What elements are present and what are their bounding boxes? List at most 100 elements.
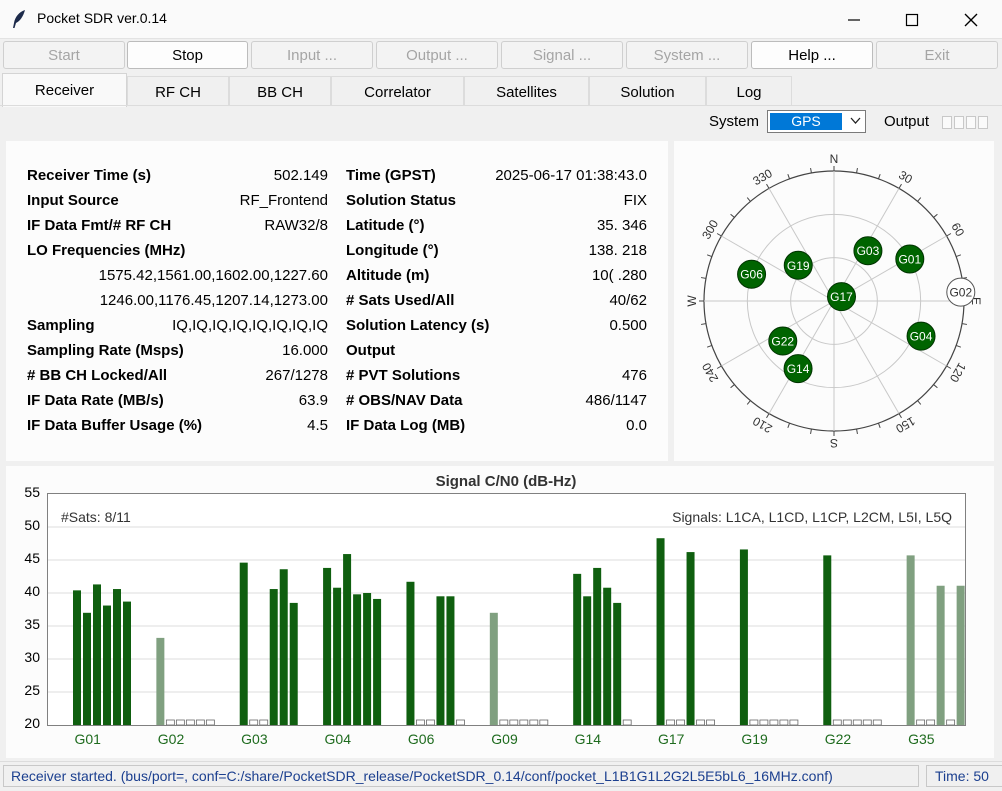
cn0-bar (936, 585, 945, 725)
output-indicator (942, 116, 952, 129)
y-tick-label: 30 (24, 649, 40, 665)
cn0-bar-empty (872, 719, 882, 726)
skyplot-tick (955, 344, 962, 348)
x-tick-label: G19 (741, 731, 768, 747)
skyplot-tick (917, 197, 922, 202)
tab-correlator[interactable]: Correlator (331, 76, 464, 106)
minimize-button[interactable] (826, 0, 882, 38)
cn0-bar (289, 602, 298, 725)
cn0-bar-empty (175, 719, 185, 726)
status-bar: Receiver started. (bus/port=, conf=C:/sh… (0, 761, 1002, 791)
x-tick-label: G09 (491, 731, 518, 747)
y-tick-label: 25 (24, 682, 40, 698)
cn0-bar (113, 589, 121, 725)
x-tick-label: G06 (407, 731, 435, 747)
exit-button[interactable]: Exit (876, 41, 998, 69)
solution-field-value: 138. 218 (588, 242, 647, 259)
cn0-bar-empty (249, 719, 259, 726)
tab-rf-ch[interactable]: RF CH (127, 76, 229, 106)
x-tick-label: G03 (241, 731, 268, 747)
cn0-bar (363, 593, 372, 725)
signal-button[interactable]: Signal ... (501, 41, 623, 69)
cn0-bar (906, 555, 915, 725)
cn0-bar-empty (165, 719, 175, 726)
x-tick-label: G14 (574, 731, 602, 747)
cn0-bar-empty (509, 719, 519, 726)
satellite-marker (768, 326, 798, 356)
y-tick-label: 50 (24, 517, 40, 533)
output-indicator (978, 116, 988, 129)
help-button[interactable]: Help ... (751, 41, 873, 69)
receiver-field-value: 63.9 (298, 392, 328, 409)
skyplot-tick (730, 213, 735, 218)
cn0-bar (353, 594, 362, 725)
cn0-bar (686, 552, 695, 725)
cn0-bar-empty (539, 719, 549, 726)
cn0-bar (323, 567, 332, 725)
tab-bb-ch[interactable]: BB CH (229, 76, 331, 106)
solution-field-label: Time (GPST) (346, 167, 436, 184)
solution-field-label: Output (346, 342, 396, 359)
satellite-label: G14 (787, 362, 810, 376)
close-button[interactable] (943, 0, 999, 38)
satellite-marker (906, 321, 936, 351)
cn0-bar-empty (519, 719, 529, 726)
x-tick-label: G22 (824, 731, 852, 747)
tab-satellites[interactable]: Satellites (464, 76, 589, 106)
cn0-bar (593, 567, 602, 725)
solution-field-label: Latitude (°) (346, 217, 425, 234)
input-button[interactable]: Input ... (251, 41, 373, 69)
tab-receiver[interactable]: Receiver (2, 73, 127, 107)
start-button[interactable]: Start (3, 41, 125, 69)
cn0-bar-empty (259, 719, 269, 726)
tab-log[interactable]: Log (706, 76, 792, 106)
tab-bar: Receiver RF CH BB CH Correlator Satellit… (0, 73, 1002, 107)
satellite-marker (946, 277, 976, 307)
chart-title: Signal C/N0 (dB-Hz) (435, 473, 577, 490)
cn0-bar-empty (749, 719, 759, 726)
cn0-bar-empty (696, 719, 705, 726)
cn0-bar (123, 601, 131, 725)
solution-field-label: Longitude (°) (346, 242, 439, 259)
cn0-bar-empty (946, 719, 956, 726)
stop-button[interactable]: Stop (127, 41, 248, 69)
direction-label: W (685, 295, 699, 307)
system-select[interactable]: GPS (767, 110, 866, 133)
receiver-info-panel: Receiver Time (s) 502.149 Input Source RF_F… (6, 141, 668, 461)
skyplot-tick (933, 384, 938, 389)
receiver-field-label: IF Data Fmt/# RF CH (27, 217, 172, 234)
receiver-field-label: Receiver Time (s) (27, 167, 151, 184)
satellite-label: G01 (898, 252, 921, 266)
receiver-field-label: Sampling (27, 317, 95, 334)
solution-field-value: 486/1147 (585, 392, 647, 409)
cn0-bar (343, 554, 352, 725)
cn0-bar-empty (426, 719, 435, 726)
cn0-bar (603, 587, 612, 725)
satellite-label: G02 (949, 286, 972, 300)
signals-text: Signals: L1CA, L1CD, L1CP, L2CM, L5I, L5… (672, 509, 952, 525)
skyplot-tick (877, 173, 881, 180)
solution-field-label: # OBS/NAV Data (346, 392, 463, 409)
cn0-bar-empty (759, 719, 769, 726)
skyplot-tick (787, 173, 791, 180)
maximize-button[interactable] (884, 0, 940, 38)
x-tick-label: G35 (908, 731, 935, 747)
satellite-marker (827, 282, 857, 312)
skyplot-tick (917, 400, 922, 405)
cn0-bar-empty (205, 719, 215, 726)
output-button[interactable]: Output ... (376, 41, 498, 69)
skyplot-tick (787, 422, 791, 429)
skyplot-tick (946, 365, 952, 369)
cn0-bar (406, 581, 415, 725)
system-button[interactable]: System ... (626, 41, 748, 69)
cn0-bar-empty (852, 719, 862, 726)
azimuth-label: 330 (750, 166, 775, 188)
satellite-marker (783, 250, 813, 280)
skyplot-tick (700, 323, 707, 325)
satellite-label: G04 (910, 330, 933, 344)
solution-field-value: 0.0 (626, 417, 647, 434)
cn0-bar-empty (676, 719, 685, 726)
cn0-bar (739, 549, 748, 725)
tab-solution[interactable]: Solution (589, 76, 706, 106)
cn0-bars (48, 526, 965, 726)
